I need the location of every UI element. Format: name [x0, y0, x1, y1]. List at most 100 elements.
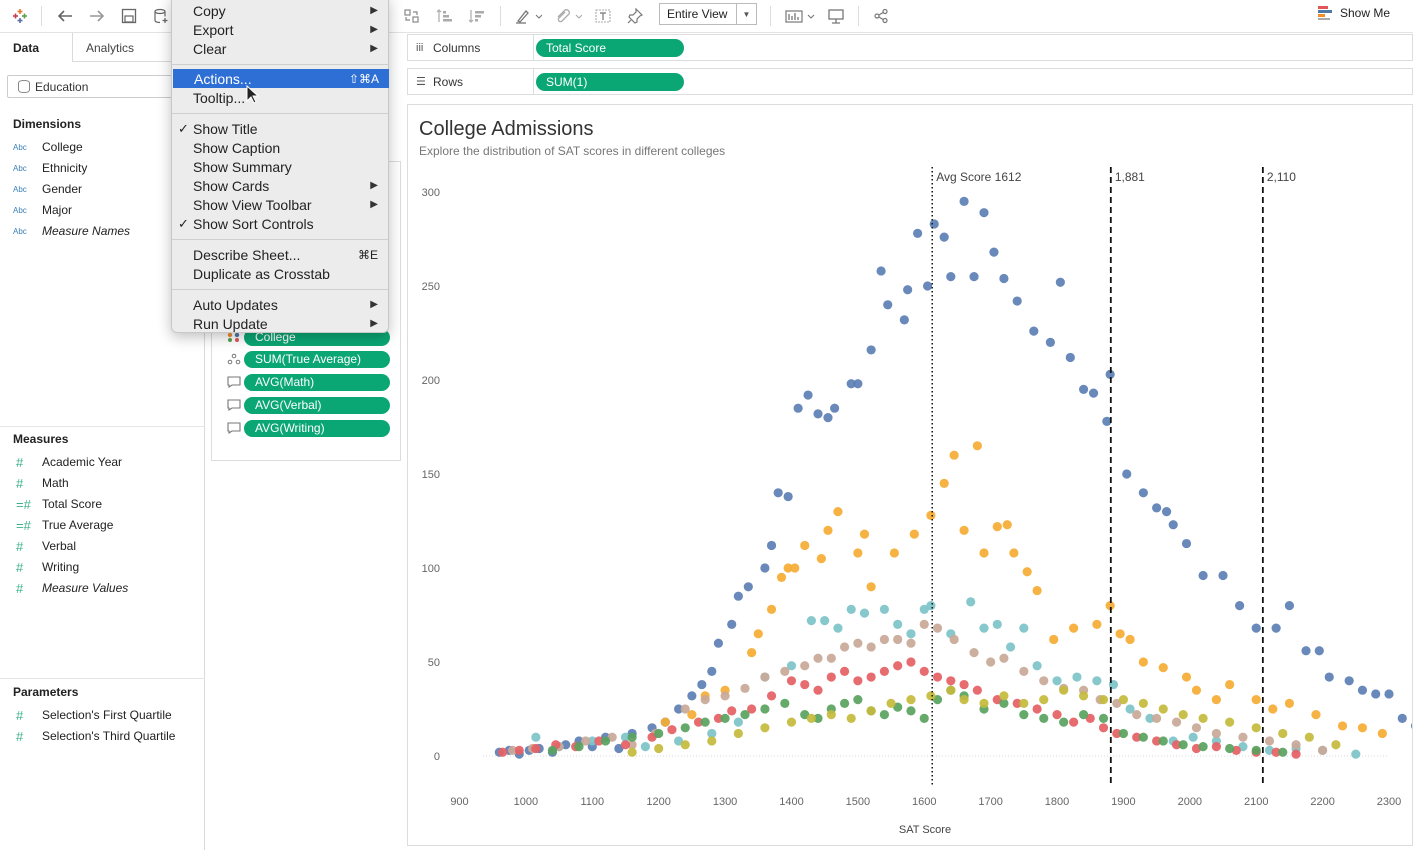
data-point[interactable] [1158, 704, 1168, 714]
data-point[interactable] [1211, 695, 1221, 705]
tooltip-icon[interactable] [224, 419, 244, 437]
data-point[interactable] [1019, 623, 1029, 633]
data-point[interactable] [919, 713, 929, 724]
data-point[interactable] [773, 488, 783, 498]
share-icon[interactable] [870, 4, 892, 28]
parameter-first-quartile[interactable]: # Selection's First Quartile [13, 706, 172, 724]
data-point[interactable] [1002, 520, 1012, 530]
data-point[interactable] [1225, 679, 1235, 690]
data-point[interactable] [680, 723, 690, 733]
data-point[interactable] [640, 742, 650, 752]
data-point[interactable] [1410, 721, 1412, 730]
field-total-score[interactable]: =# Total Score [13, 495, 102, 513]
pill-true-average[interactable]: SUM(True Average) [244, 350, 390, 368]
data-point[interactable] [620, 732, 631, 742]
field-verbal[interactable]: # Verbal [13, 537, 76, 555]
data-point[interactable] [959, 196, 969, 206]
data-point[interactable] [1331, 740, 1341, 750]
data-point[interactable] [879, 666, 890, 677]
datasource-selector[interactable]: Education [7, 75, 197, 98]
data-point[interactable] [783, 491, 793, 502]
data-point[interactable] [740, 683, 750, 693]
data-point[interactable] [830, 403, 840, 413]
field-math[interactable]: # Math [13, 474, 69, 492]
data-point[interactable] [1251, 723, 1261, 733]
data-point[interactable] [1112, 728, 1122, 739]
sort-ascending-icon[interactable] [434, 4, 456, 28]
data-point[interactable] [1019, 710, 1029, 720]
show-mark-labels-icon[interactable] [592, 4, 614, 28]
data-point[interactable] [1019, 666, 1029, 677]
data-point[interactable] [929, 219, 939, 229]
data-point[interactable] [859, 529, 870, 539]
data-point[interactable] [903, 285, 913, 295]
data-point[interactable] [1059, 685, 1069, 695]
data-point[interactable] [1009, 548, 1019, 558]
data-point[interactable] [514, 745, 524, 755]
show-cards-icon[interactable] [783, 4, 819, 28]
menu-item-clear[interactable]: Clear ▶ [172, 39, 388, 58]
data-point[interactable] [1092, 619, 1102, 630]
data-point[interactable] [793, 403, 803, 413]
data-point[interactable] [866, 345, 876, 355]
data-point[interactable] [839, 666, 850, 677]
data-point[interactable] [733, 591, 743, 601]
data-point[interactable] [979, 208, 989, 218]
data-point[interactable] [1092, 676, 1102, 686]
data-point[interactable] [1384, 689, 1394, 699]
data-point[interactable] [1191, 723, 1202, 733]
data-point[interactable] [919, 619, 929, 630]
data-point[interactable] [826, 653, 836, 663]
data-point[interactable] [1351, 749, 1361, 759]
data-point[interactable] [999, 698, 1009, 708]
data-point[interactable] [707, 666, 717, 677]
data-point[interactable] [1132, 732, 1142, 742]
data-point[interactable] [1264, 736, 1275, 746]
data-point[interactable] [1039, 695, 1049, 705]
data-point[interactable] [707, 728, 717, 739]
data-point[interactable] [839, 642, 850, 652]
tooltip-icon[interactable] [224, 396, 244, 414]
data-point[interactable] [1271, 747, 1281, 757]
data-point[interactable] [700, 717, 710, 727]
data-point[interactable] [893, 661, 903, 671]
data-point[interactable] [1168, 520, 1178, 530]
data-point[interactable] [1318, 745, 1328, 755]
data-point[interactable] [1251, 745, 1261, 755]
data-point[interactable] [1039, 713, 1049, 724]
data-point[interactable] [766, 540, 777, 551]
data-point[interactable] [889, 548, 899, 558]
data-point[interactable] [816, 554, 826, 564]
field-college[interactable]: Abc College [13, 138, 83, 156]
data-point[interactable] [1158, 736, 1168, 746]
data-point[interactable] [959, 525, 969, 535]
data-point[interactable] [1069, 623, 1079, 633]
data-point[interactable] [1198, 570, 1208, 581]
tooltip-icon[interactable] [224, 373, 244, 391]
data-point[interactable] [1049, 634, 1059, 645]
menu-item-auto-updates[interactable]: Auto Updates ▶ [172, 295, 388, 314]
data-point[interactable] [687, 710, 697, 720]
data-point[interactable] [713, 713, 724, 724]
data-point[interactable] [926, 510, 936, 520]
data-point[interactable] [1019, 698, 1029, 708]
data-point[interactable] [667, 725, 677, 735]
data-point[interactable] [700, 695, 710, 705]
data-point[interactable] [820, 616, 830, 626]
menu-item-describe-sheet[interactable]: Describe Sheet... ⌘E [172, 245, 388, 264]
data-point[interactable] [673, 704, 684, 714]
data-point[interactable] [1052, 676, 1062, 686]
data-point[interactable] [1284, 698, 1295, 708]
data-point[interactable] [906, 638, 916, 648]
data-point[interactable] [1198, 742, 1208, 752]
data-point[interactable] [1105, 369, 1115, 379]
data-point[interactable] [969, 648, 979, 658]
data-point[interactable] [813, 653, 823, 663]
data-point[interactable] [1181, 672, 1192, 682]
data-point[interactable] [806, 713, 816, 724]
menu-item-show-caption[interactable]: Show Caption [172, 138, 388, 157]
data-point[interactable] [1138, 488, 1148, 498]
field-ethnicity[interactable]: Abc Ethnicity [13, 159, 87, 177]
data-point[interactable] [747, 648, 757, 658]
data-point[interactable] [906, 657, 916, 667]
